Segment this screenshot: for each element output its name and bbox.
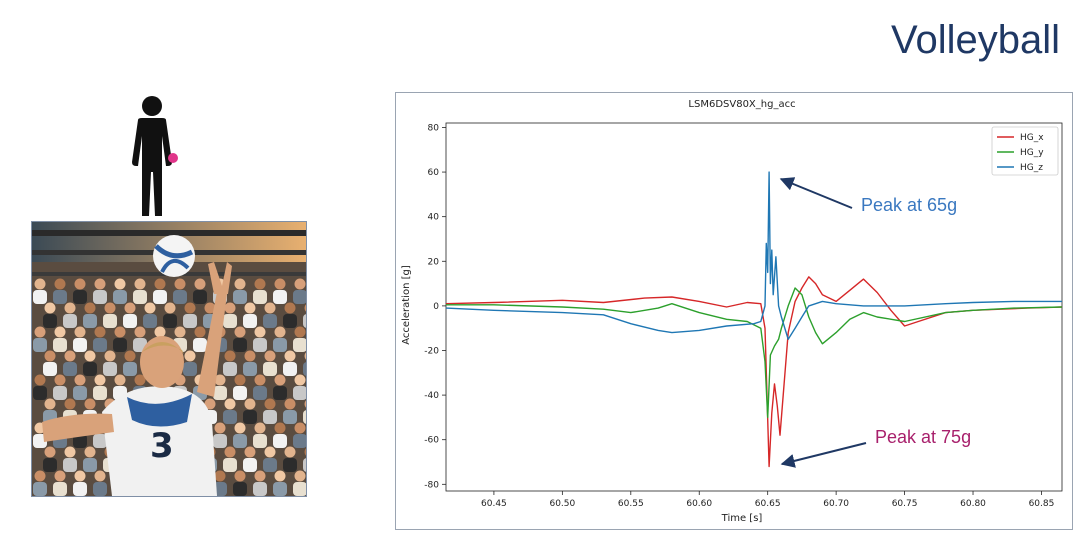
x-tick-label: 60.80 bbox=[960, 499, 986, 509]
sensor-dot-icon bbox=[168, 153, 178, 163]
y-axis-label: Acceleration [g] bbox=[401, 265, 412, 345]
series-line-hg-z bbox=[445, 171, 1062, 341]
y-tick-label: -20 bbox=[424, 346, 439, 356]
x-axis-ticks: 60.45 60.50 60.55 60.60 60.65 60.70 60.75 60.80… bbox=[481, 491, 1054, 509]
legend: HG_x HG_y HG_z bbox=[991, 126, 1059, 176]
x-tick-label: 60.70 bbox=[823, 499, 849, 509]
y-tick-label: 40 bbox=[428, 213, 440, 223]
y-tick-label: 0 bbox=[433, 302, 439, 312]
y-tick-label: 60 bbox=[428, 168, 440, 178]
series-line-hg-y bbox=[446, 287, 1063, 419]
legend-label: HG_y bbox=[1020, 148, 1044, 158]
peak-x-arrow bbox=[780, 442, 867, 468]
y-tick-label: 20 bbox=[428, 257, 440, 267]
y-axis-ticks: -80 -60 -40 -20 0 20 40 60 80 bbox=[424, 123, 446, 490]
chart-title: LSM6DSV80X_hg_acc bbox=[688, 99, 795, 110]
acceleration-chart: LSM6DSV80X_hg_acc Time [s] Acceleration … bbox=[401, 99, 1063, 524]
y-tick-label: -60 bbox=[424, 436, 439, 446]
series-layer bbox=[445, 171, 1063, 468]
x-tick-label: 60.75 bbox=[892, 499, 918, 509]
legend-label: HG_x bbox=[1020, 133, 1044, 143]
x-tick-label: 60.55 bbox=[618, 499, 644, 509]
peak-z-annotation: Peak at 65g bbox=[861, 195, 958, 215]
x-tick-label: 60.60 bbox=[686, 499, 712, 509]
x-axis-label: Time [s] bbox=[721, 513, 763, 524]
legend-box bbox=[991, 126, 1059, 176]
legend-label: HG_z bbox=[1020, 163, 1043, 173]
slide-title: Volleyball bbox=[890, 18, 1060, 62]
peak-z-arrow bbox=[779, 177, 853, 209]
peak-x-annotation: Peak at 75g bbox=[875, 427, 972, 447]
volleyball-player-photo: 3 bbox=[31, 221, 307, 497]
series-line-hg-x bbox=[445, 276, 1063, 468]
y-tick-label: 80 bbox=[428, 123, 440, 133]
person-pictogram-icon bbox=[132, 96, 178, 216]
x-tick-label: 60.45 bbox=[481, 499, 507, 509]
svg-text:3: 3 bbox=[150, 426, 174, 466]
chart-frame: LSM6DSV80X_hg_acc Time [s] Acceleration … bbox=[395, 92, 1073, 530]
x-tick-label: 60.50 bbox=[549, 499, 575, 509]
x-tick-label: 60.65 bbox=[755, 499, 781, 509]
x-tick-label: 60.85 bbox=[1029, 499, 1055, 509]
y-tick-label: -40 bbox=[424, 391, 439, 401]
y-tick-label: -80 bbox=[424, 480, 439, 490]
